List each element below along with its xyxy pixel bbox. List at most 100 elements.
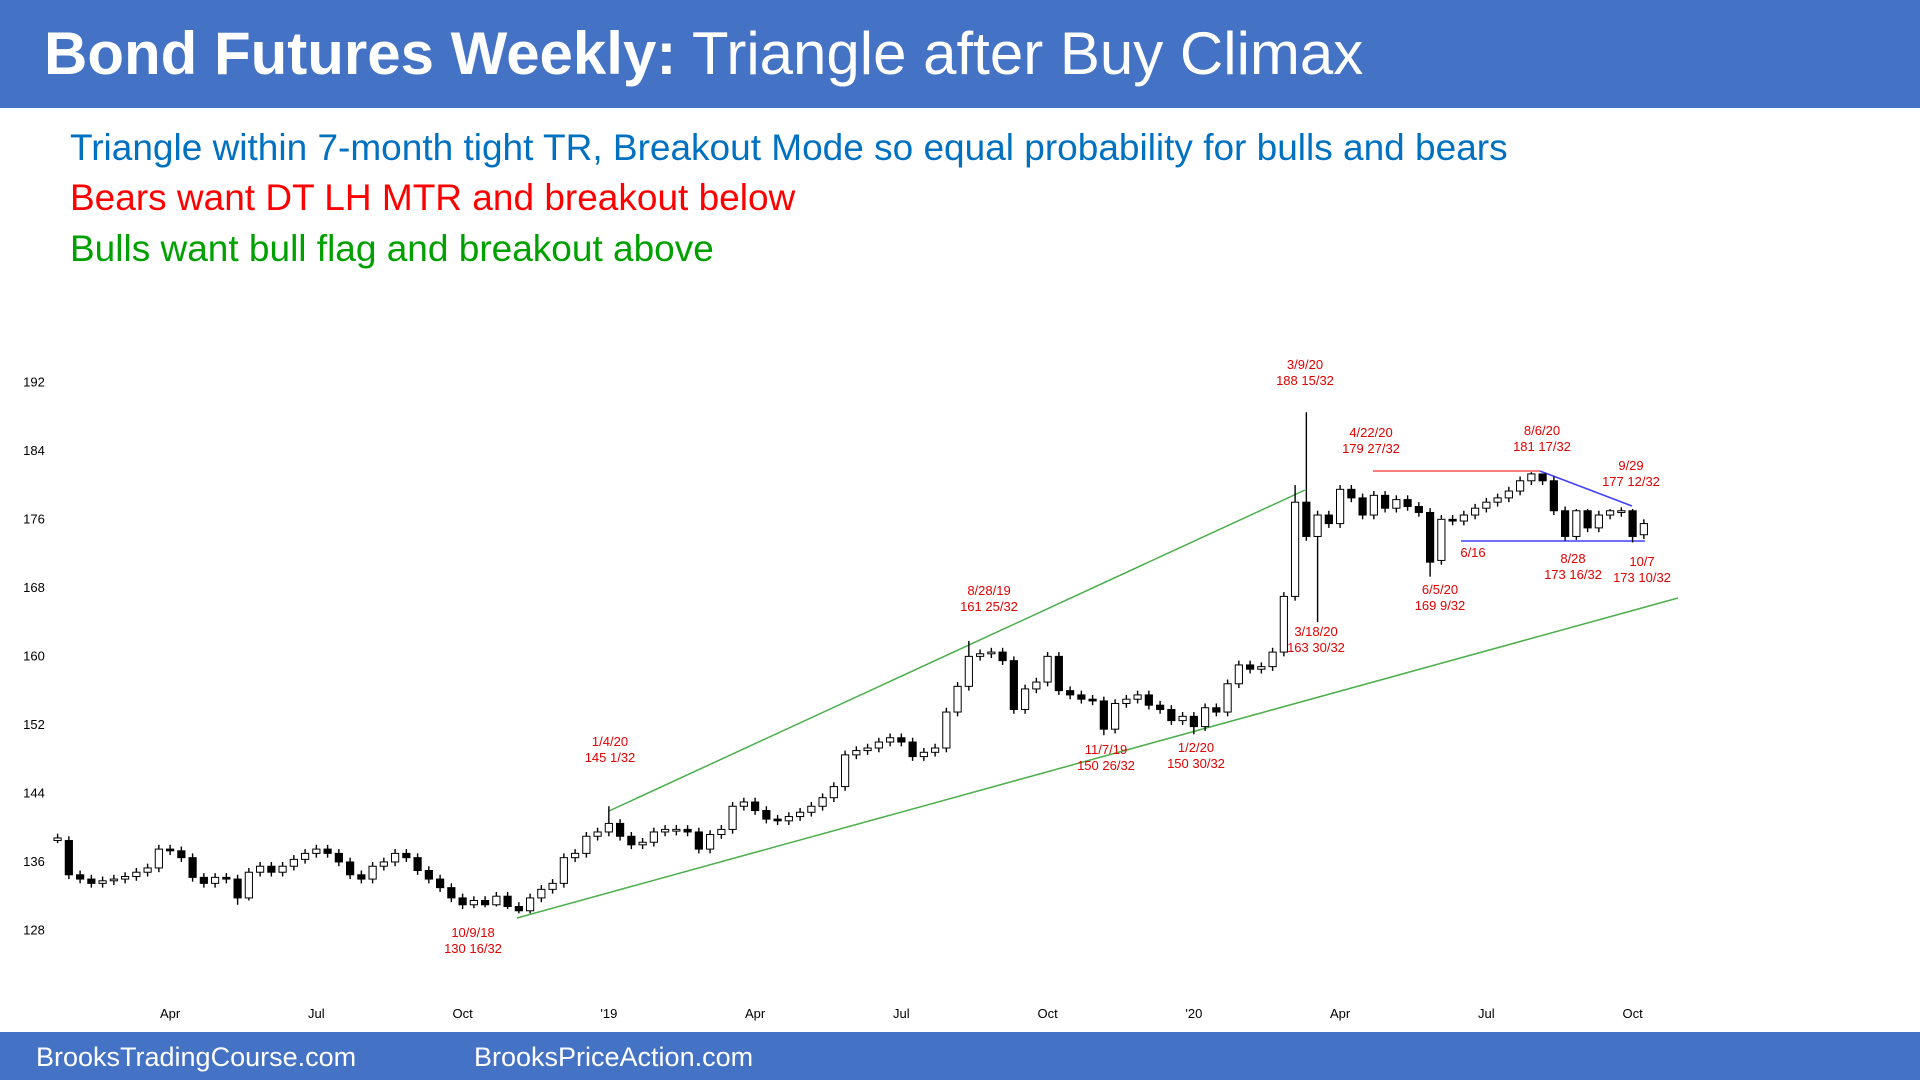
candle-body [908, 741, 917, 758]
y-tick-label: 192 [23, 374, 45, 389]
annotation: 4/22/20 [1349, 425, 1392, 440]
footer-link: BrooksTradingCourse.com [36, 1042, 357, 1072]
candle-body [391, 852, 400, 863]
candle-body [841, 754, 850, 788]
candle-body [931, 747, 940, 753]
annotation: 6/16 [1460, 545, 1485, 560]
candle-body [1178, 715, 1187, 722]
candle-body [638, 841, 647, 846]
candle-body [571, 852, 580, 859]
candle-body [492, 895, 501, 906]
candle-body [1201, 707, 1210, 728]
annotation: 3/18/20 [1294, 624, 1337, 639]
candle-body [1324, 514, 1333, 525]
x-tick-label: '19 [600, 1006, 617, 1021]
candle-body [728, 805, 737, 830]
candle-body [87, 878, 96, 884]
candle-body [1628, 510, 1637, 537]
y-tick-label: 136 [23, 854, 45, 869]
candle-body [143, 867, 152, 873]
candle-body [852, 750, 861, 756]
trend-line [608, 489, 1306, 812]
candle-body [481, 899, 490, 906]
candle-body [1032, 681, 1041, 690]
candle-body [121, 876, 130, 880]
candle-body [661, 828, 670, 833]
candle-body [1257, 666, 1266, 670]
candle-body [1403, 499, 1412, 507]
candle-body [334, 852, 343, 863]
candle-body [863, 747, 872, 752]
candle-body [301, 852, 310, 860]
annotation: 169 9/32 [1415, 598, 1466, 613]
candle-body [1639, 523, 1648, 536]
candle-body [672, 828, 681, 832]
candle-body [413, 857, 422, 872]
candle-body [1617, 510, 1626, 513]
candle-body [526, 897, 535, 912]
candle-body [987, 651, 996, 655]
annotation: 1/4/20 [592, 734, 628, 749]
annotation: 173 10/32 [1613, 570, 1671, 585]
candle-body [514, 905, 523, 912]
candle-body [1606, 510, 1615, 516]
title-rest: Triangle after Buy Climax [691, 20, 1364, 87]
annotation: 8/6/20 [1524, 423, 1560, 438]
candle-body [458, 897, 467, 906]
candle-body [312, 848, 321, 854]
candle-body [559, 857, 568, 884]
title: Bond Futures Weekly: Triangle after Buy … [44, 18, 1363, 90]
candle-body [1482, 501, 1491, 509]
trend-line [516, 597, 1679, 919]
y-tick-label: 176 [23, 511, 45, 526]
candle-body [1583, 510, 1592, 529]
candle-body [1246, 664, 1255, 670]
x-tick-label: Jul [308, 1006, 325, 1021]
candle-body [1279, 595, 1288, 653]
candle-body [874, 741, 883, 749]
candle-body [267, 865, 276, 873]
candle-body [649, 831, 658, 843]
candle-body [582, 835, 591, 854]
candle-body [1572, 510, 1581, 537]
candle-body [233, 878, 242, 899]
candle-body [548, 882, 557, 890]
candle-body [76, 874, 85, 880]
footer-bar: BrooksTradingCourse.com BrooksPriceActio… [0, 1032, 1920, 1080]
candle-body [379, 861, 388, 867]
annotation: 163 30/32 [1287, 640, 1345, 655]
candle-body [796, 811, 805, 818]
x-tick-label: '20 [1185, 1006, 1202, 1021]
y-tick-label: 168 [23, 580, 45, 595]
candle-body [739, 801, 748, 807]
x-tick-label: Apr [1330, 1006, 1351, 1021]
candle-body [177, 850, 186, 859]
candle-body [289, 858, 298, 867]
candle-body [424, 870, 433, 880]
annotation: 8/28/19 [967, 583, 1010, 598]
y-tick-label: 144 [23, 785, 45, 800]
annotation: 150 30/32 [1167, 756, 1225, 771]
candle-body [1088, 698, 1097, 702]
candle-body [1392, 499, 1401, 509]
title-bold: Bond Futures Weekly: [44, 20, 677, 87]
candle-body [976, 653, 985, 657]
candle-body [469, 899, 478, 906]
candle-body [942, 711, 951, 749]
trendlines [516, 489, 1679, 919]
candle-body [1189, 715, 1198, 728]
candle-body [1426, 511, 1435, 563]
candle-body [807, 805, 816, 813]
annotation: 179 27/32 [1342, 441, 1400, 456]
annotation: 145 1/32 [585, 750, 636, 765]
y-tick-label: 152 [23, 717, 45, 732]
x-tick-label: Apr [160, 1006, 181, 1021]
candle-body [1381, 494, 1390, 509]
candle-body [762, 810, 771, 820]
candle-body [537, 888, 546, 899]
annotation: 8/28 [1560, 551, 1585, 566]
triangle-line [1539, 470, 1633, 507]
candle-body [1504, 490, 1513, 499]
candle-body [1358, 497, 1367, 516]
